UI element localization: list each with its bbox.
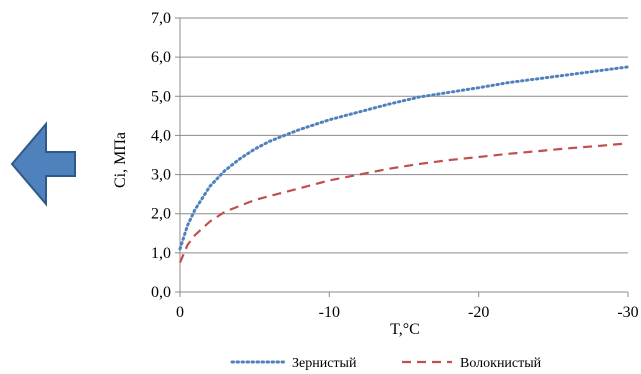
- y-tick-label: 5,0: [151, 88, 171, 105]
- y-tick-label: 4,0: [151, 127, 171, 144]
- x-tick-label: -30: [617, 304, 638, 321]
- series: [178, 65, 630, 264]
- left-arrow-icon[interactable]: [10, 121, 76, 207]
- series-line-0: [178, 65, 630, 251]
- x-tick-label: 0: [176, 304, 184, 321]
- y-tick-label: 2,0: [151, 206, 171, 223]
- legend-label-zernisty: Зернистый: [292, 356, 357, 371]
- y-tick-label: 0,0: [151, 284, 171, 301]
- x-axis-title: T,°C: [390, 321, 420, 338]
- legend: Зернистый Волокнистый: [230, 356, 542, 371]
- tick-labels: 0,0 1,0 2,0 3,0 4,0 5,0 6,0 7,0 0 -10 -20 -30: [151, 10, 639, 321]
- y-tick-label: 1,0: [151, 245, 171, 262]
- x-tick-label: -20: [468, 304, 489, 321]
- x-tick-label: -10: [319, 304, 340, 321]
- legend-label-voloknisty: Волокнистый: [460, 356, 542, 371]
- y-tick-label: 6,0: [151, 49, 171, 66]
- y-tick-label: 3,0: [151, 167, 171, 184]
- series-line-1: [178, 142, 629, 264]
- grid: [180, 17, 628, 254]
- y-axis-title: Ci, МПа: [112, 132, 129, 188]
- y-tick-label: 7,0: [151, 10, 171, 27]
